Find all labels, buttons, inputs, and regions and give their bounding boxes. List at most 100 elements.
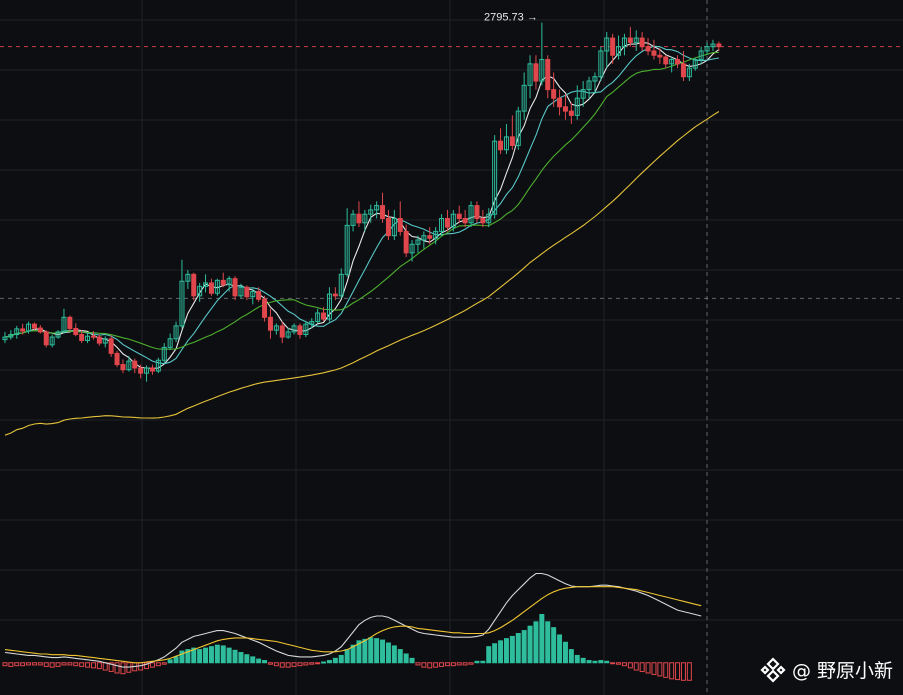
macd-histogram-bar (273, 662, 279, 667)
candle-body (686, 67, 692, 78)
macd-histogram-bar (208, 646, 214, 664)
candle (616, 35, 622, 60)
candle (433, 227, 439, 245)
candle-body (238, 286, 244, 297)
macd-histogram-bar (108, 662, 114, 673)
macd-histogram-bar (433, 662, 439, 668)
candle (67, 315, 73, 332)
candle (486, 208, 492, 228)
candle (639, 32, 645, 51)
candle-body (509, 136, 515, 146)
candle (297, 323, 303, 339)
candle-body (20, 328, 26, 332)
macd-histogram-bar (61, 662, 67, 666)
candle-body (568, 110, 574, 116)
candle (515, 106, 521, 150)
macd-histogram-bar (332, 657, 338, 664)
candle (214, 278, 220, 296)
candle-body (468, 205, 474, 224)
macd-histogram-bar (403, 653, 409, 664)
candle-body (385, 218, 391, 237)
candle-body (574, 97, 580, 116)
candle-body (539, 59, 545, 82)
candle (256, 287, 262, 302)
candle-body (250, 291, 256, 298)
candle (456, 205, 462, 223)
candle (149, 364, 155, 375)
macd-histogram-bar (315, 662, 321, 665)
candle (332, 287, 338, 301)
candle (474, 201, 480, 223)
candle-body (610, 37, 616, 56)
candle-body (67, 316, 73, 329)
candle (492, 135, 498, 219)
candle (85, 333, 91, 344)
candle (574, 85, 580, 120)
candles (2, 22, 722, 382)
candle-body (704, 46, 710, 52)
candle-body (208, 282, 214, 294)
macd-histogram-bar (232, 649, 238, 664)
macd-histogram-bar (79, 662, 85, 667)
candle (409, 239, 415, 262)
candle (444, 209, 450, 232)
candle (450, 209, 456, 232)
candle (710, 39, 716, 51)
candle-body (114, 352, 120, 366)
candle (179, 259, 185, 329)
macd-histogram-bar (480, 660, 486, 664)
candle-body (503, 136, 509, 151)
candle (26, 321, 32, 334)
macd-histogram-bar (37, 662, 43, 666)
candle (220, 272, 226, 288)
candle-body (533, 63, 539, 82)
candle-body (486, 213, 492, 224)
candle-body (96, 336, 102, 344)
candle-body (562, 106, 568, 112)
candle (503, 123, 509, 155)
macd-histogram-bar (350, 644, 356, 664)
candle (598, 46, 604, 82)
macd-histogram-bar (397, 649, 403, 664)
macd-histogram-bar (49, 662, 55, 668)
candle (669, 56, 675, 73)
candle (627, 26, 633, 47)
candle-body (8, 333, 14, 338)
macd-histogram-bar (421, 662, 427, 668)
macd-histogram-bar (362, 638, 368, 664)
candle-body (374, 205, 380, 211)
candle (527, 55, 533, 99)
macd-histogram-bar (450, 662, 456, 667)
candle (262, 295, 268, 322)
macd-histogram-bar (73, 662, 79, 667)
macd-histogram-bar (533, 621, 539, 664)
macd-histogram-bar (67, 662, 73, 666)
candle (380, 192, 386, 223)
candle-body (31, 323, 37, 329)
candle (551, 72, 557, 107)
macd-histogram-bar (604, 660, 610, 664)
macd-histogram-bar (250, 656, 256, 664)
candle-body (326, 293, 332, 320)
candle (439, 214, 445, 236)
macd-histogram-bar (456, 662, 462, 666)
macd-histogram-bar (486, 646, 492, 664)
candle-body (356, 213, 362, 224)
annotations: 2795.73 → (484, 12, 538, 24)
macd-histogram-bar (155, 662, 161, 667)
macd-histogram-bar (462, 662, 468, 666)
candle (545, 55, 551, 99)
macd-histogram-bar (557, 634, 563, 664)
candle-body (285, 331, 291, 338)
candle (309, 318, 315, 329)
macd-histogram-bar (539, 613, 545, 664)
candle-body (267, 316, 273, 331)
candle-body (409, 243, 415, 254)
macd-histogram-bar (356, 640, 362, 664)
macd-histogram-bar (586, 660, 592, 664)
candle-body (262, 298, 268, 318)
macd-histogram-bar (244, 654, 250, 664)
macd-histogram-bar (368, 637, 374, 664)
